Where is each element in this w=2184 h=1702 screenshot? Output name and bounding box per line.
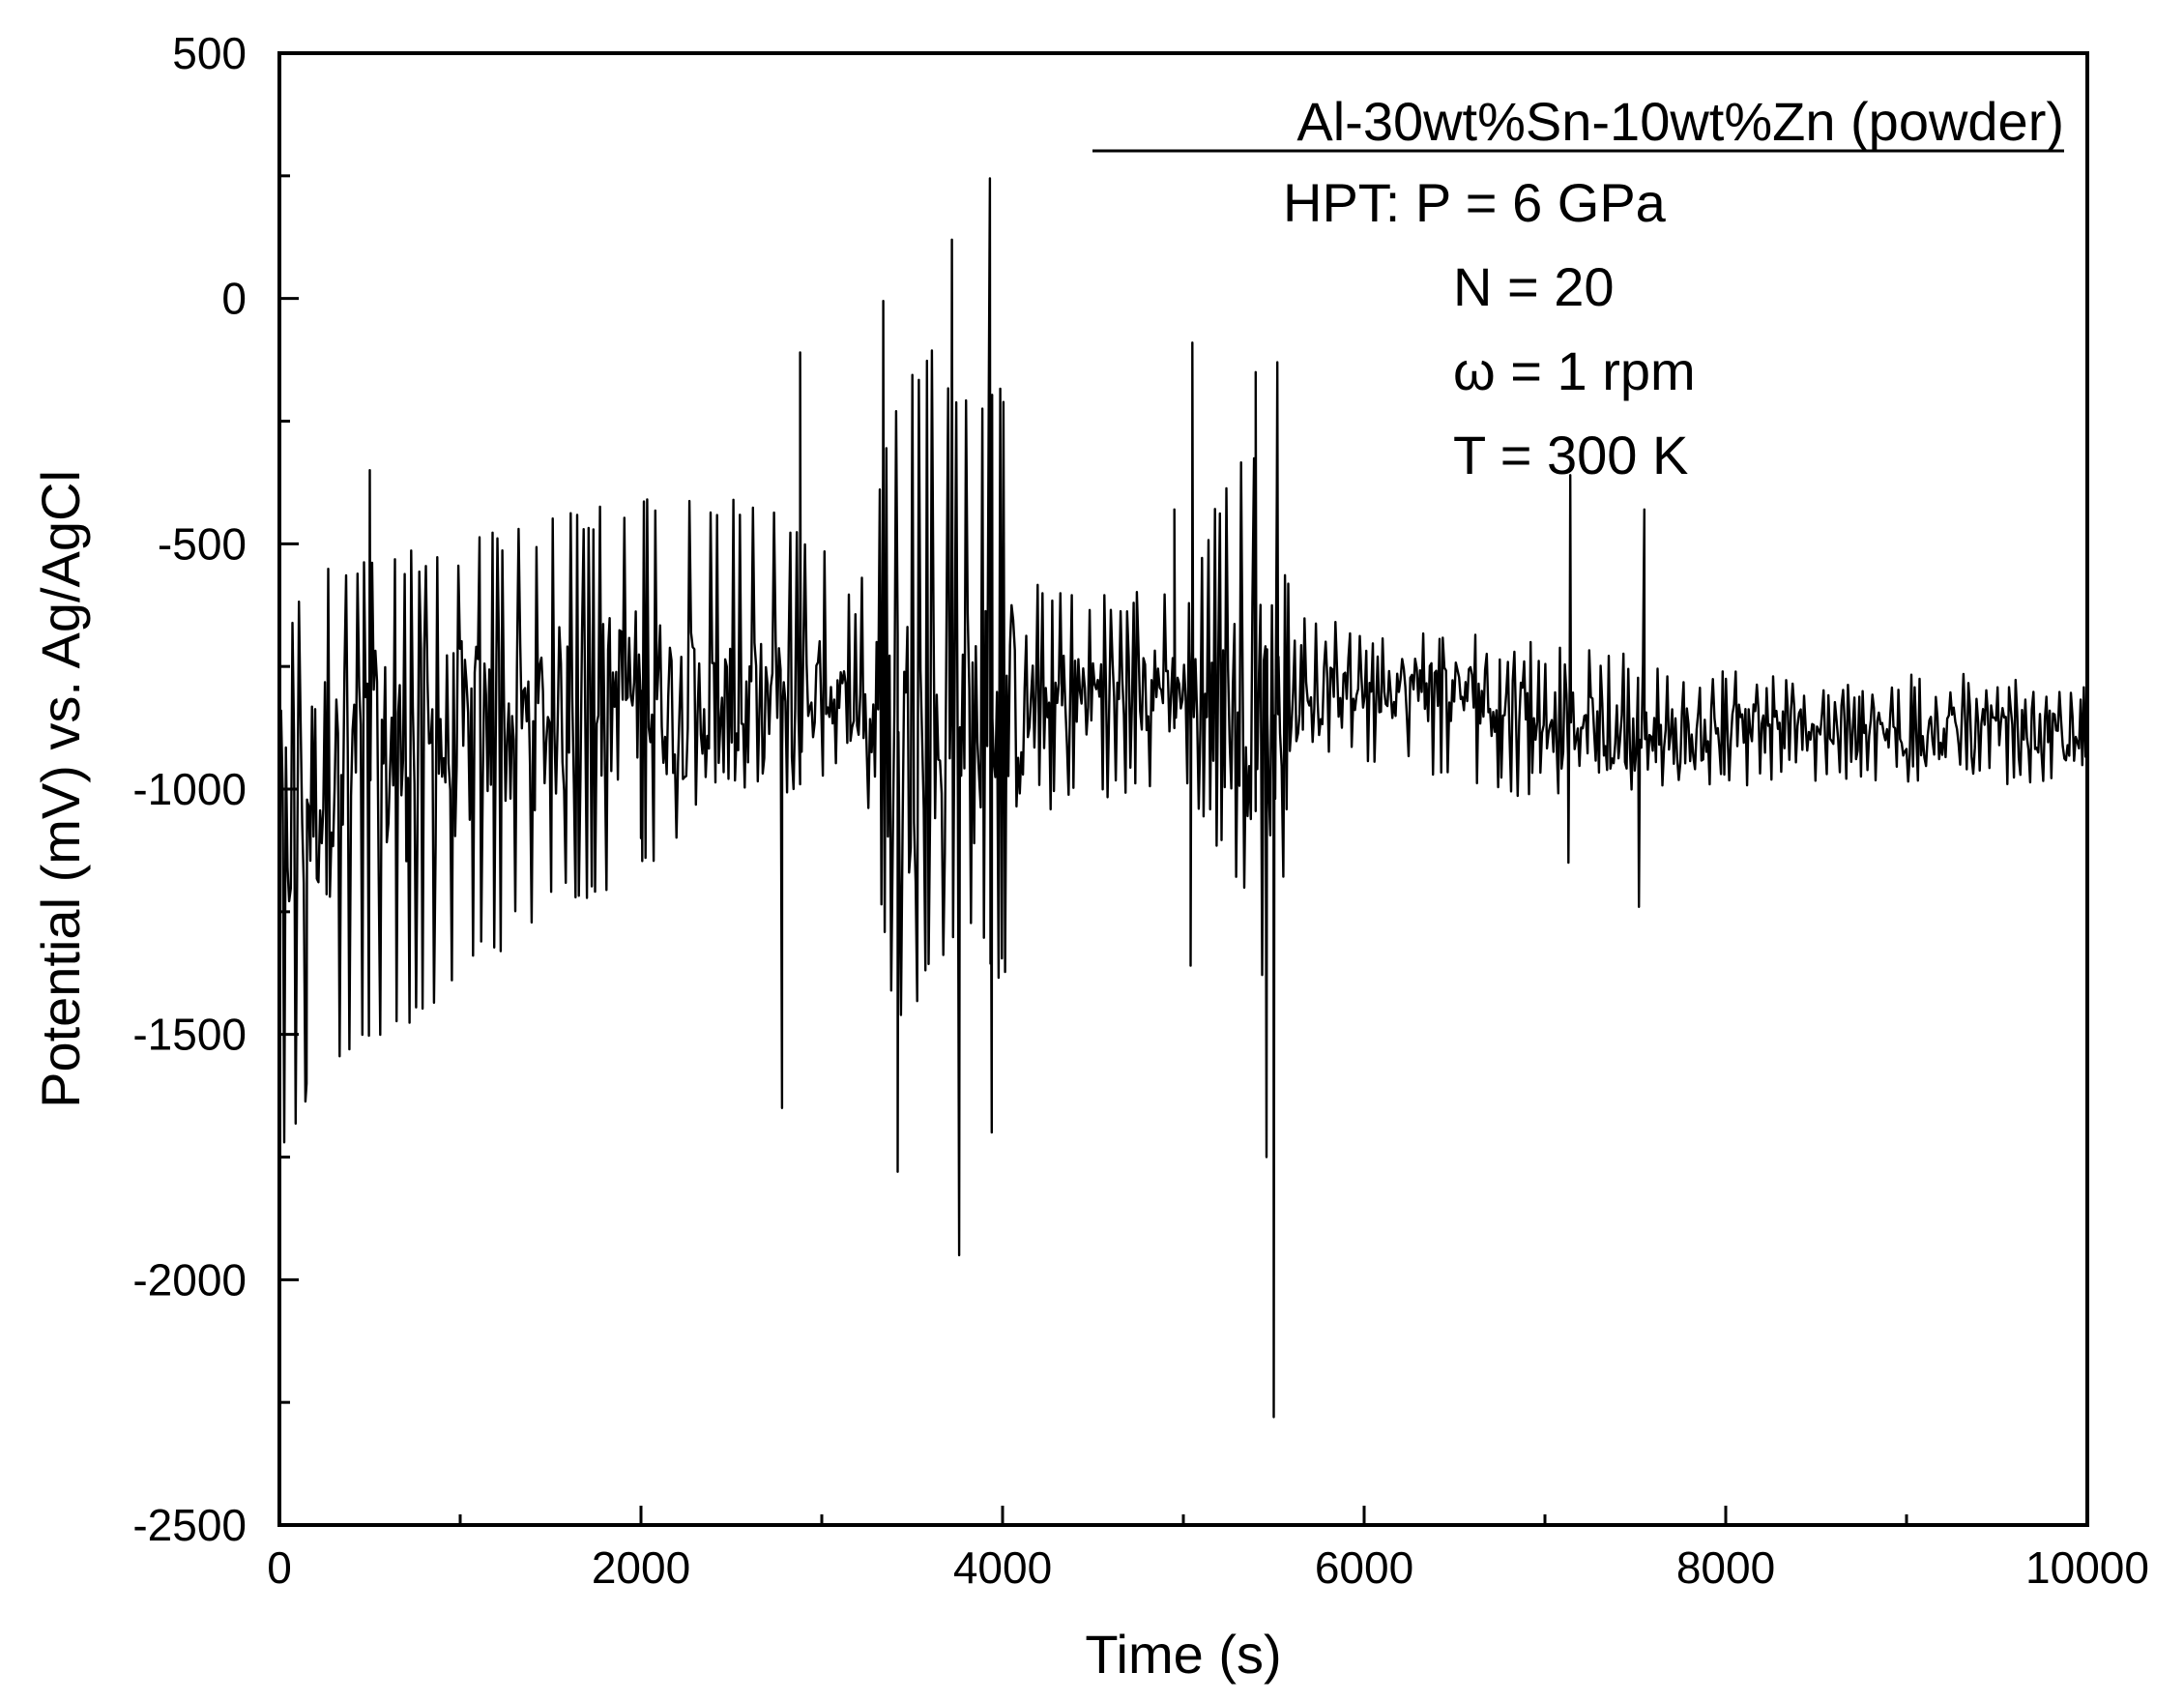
y-tick-label: -2500: [132, 1500, 247, 1550]
y-axis-title: Potential (mV) vs. Ag/AgCl: [30, 470, 91, 1108]
y-tick-label: 0: [221, 274, 247, 324]
annotation-line-pressure: HPT: P = 6 GPa: [1283, 172, 1667, 233]
x-tick-label: 0: [267, 1542, 292, 1593]
y-tick-label: 500: [172, 28, 247, 78]
annotation-material: Al-30wt%Sn-10wt%Zn (powder): [1296, 91, 2064, 152]
annotation-block: Al-30wt%Sn-10wt%Zn (powder) HPT: P = 6 G…: [1092, 91, 2064, 485]
y-tick-label: -2000: [132, 1254, 247, 1305]
y-axis: 500 0 -500 -1000 -1500 -2000 -2500: [132, 28, 299, 1550]
x-tick-label: 6000: [1315, 1542, 1413, 1593]
x-tick-label: 10000: [2025, 1542, 2149, 1593]
x-axis: 0 2000 4000 6000 8000 10000: [267, 1506, 2149, 1593]
y-tick-label: -500: [158, 518, 247, 569]
y-tick-label: -1500: [132, 1010, 247, 1060]
x-tick-label: 8000: [1676, 1542, 1775, 1593]
plot-series-layer: [277, 177, 2088, 1419]
y-tick-label: -1000: [132, 764, 247, 814]
annotation-line-speed: ω = 1 rpm: [1453, 340, 1696, 401]
annotation-line-temperature: T = 300 K: [1453, 425, 1688, 485]
x-tick-label: 4000: [953, 1542, 1052, 1593]
x-tick-label: 2000: [592, 1542, 690, 1593]
series-line-potential: [277, 177, 2088, 1419]
annotation-line-turns: N = 20: [1453, 256, 1615, 317]
x-axis-title: Time (s): [1085, 1624, 1281, 1685]
